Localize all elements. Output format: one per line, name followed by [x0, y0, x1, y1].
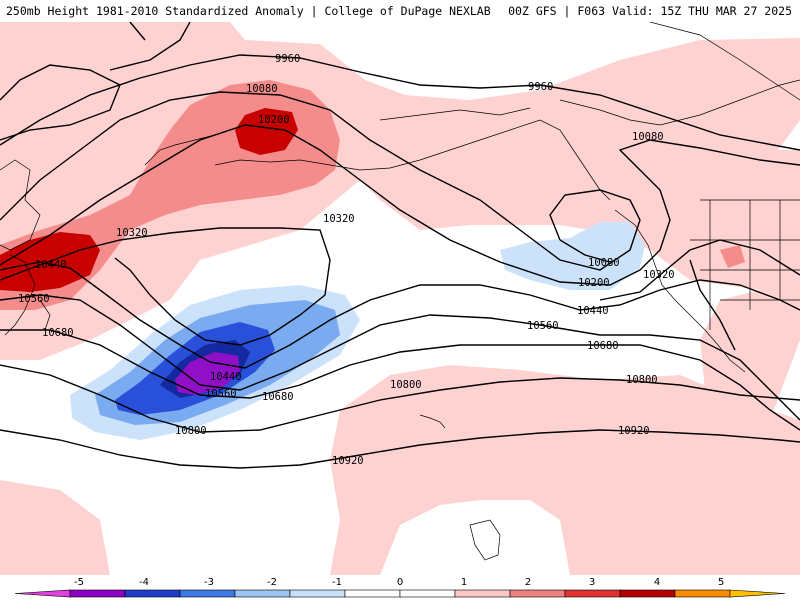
state-borders: [690, 199, 800, 330]
colorbar-cell: [289, 589, 346, 598]
colorbar-cell: [399, 589, 456, 598]
label-9960-west: 9960: [275, 53, 300, 65]
tick-zero: 0: [397, 577, 403, 588]
label-10320-mid: 10320: [323, 213, 355, 225]
label-10080-low: 10080: [588, 257, 620, 269]
colorbar-cell: [179, 589, 236, 598]
tick-minus-5: -5: [74, 577, 84, 588]
height-contours: [0, 22, 800, 469]
contour-10320-east: [599, 239, 800, 301]
header-bar: 250mb Height 1981-2010 Standardized Anom…: [0, 0, 800, 22]
label-10800-center: 10800: [390, 379, 422, 391]
colorbar-cell: [674, 589, 731, 598]
label-10920-center: 10920: [332, 455, 364, 467]
tick-plus-3: 3: [589, 577, 595, 588]
label-10320-east: 10320: [643, 269, 675, 281]
contour-10080-tail: [559, 239, 611, 263]
tick-minus-3: -3: [204, 577, 214, 588]
coastline-asia: [0, 159, 41, 251]
colorbar-legend: -5 -4 -3 -2 -1 0 1 2 3 4 5: [0, 575, 800, 600]
anomaly-negative-5: [175, 352, 240, 395]
label-10200-east: 10200: [578, 277, 610, 289]
contour-edge: [129, 22, 146, 41]
coastline-canada-north: [649, 22, 800, 101]
contour-10800: [0, 364, 800, 433]
label-10920-east: 10920: [618, 425, 650, 437]
coastline-arctic: [379, 79, 800, 126]
colorbar-cells: [14, 589, 786, 598]
anomaly-map: 9960 9960 10080 10080 10080 10200 10200 …: [0, 22, 800, 575]
label-10080-east: 10080: [632, 131, 664, 143]
tick-plus-2: 2: [525, 577, 531, 588]
coastline-aleutians-alaska: [214, 119, 611, 201]
contour-10200: [0, 124, 800, 286]
contour-10320-west-tail: [114, 257, 151, 296]
contour-10680: [0, 329, 800, 431]
coastline-west-us: [614, 209, 746, 373]
label-10440-mid: 10440: [210, 371, 242, 383]
label-9960-east: 9960: [528, 81, 553, 93]
label-10320-west: 10320: [116, 227, 148, 239]
contour-9960-northwest: [109, 22, 191, 71]
coastline-japan: [4, 254, 51, 336]
label-10680-west: 10680: [42, 327, 74, 339]
model-valid-time: 00Z GFS | F063 Valid: 15Z THU MAR 27 202…: [508, 4, 792, 18]
label-10440-east: 10440: [577, 305, 609, 317]
contour-10440: [0, 261, 800, 369]
label-10560-west: 10560: [18, 293, 50, 305]
coastline-kamchatka: [144, 134, 216, 166]
tick-minus-1: -1: [332, 577, 342, 588]
tick-minus-4: -4: [139, 577, 149, 588]
coastlines: [0, 22, 800, 561]
colorbar-cell: [234, 589, 291, 598]
colorbar-cell: [509, 589, 566, 598]
contour-labels: 9960 9960 10080 10080 10080 10200 10200 …: [18, 53, 675, 467]
colorbar-cell: [619, 589, 676, 598]
coastline-lake: [469, 519, 501, 561]
contour-10920: [0, 429, 800, 469]
contour-9960: [0, 54, 800, 151]
colorbar-cell: [454, 589, 511, 598]
contour-10320-west: [0, 227, 331, 346]
coastline-hawaii: [419, 414, 446, 429]
label-10680-east: 10680: [587, 340, 619, 352]
anomaly-positive-3: [0, 108, 298, 292]
colorbar-cell: [69, 589, 126, 598]
label-10440-west: 10440: [35, 259, 67, 271]
label-10560-mid: 10560: [205, 388, 237, 400]
colorbar-cell: [729, 589, 786, 598]
tick-plus-4: 4: [654, 577, 660, 588]
tick-minus-2: -2: [267, 577, 277, 588]
map-title: 250mb Height 1981-2010 Standardized Anom…: [6, 4, 491, 18]
label-10800-east: 10800: [626, 374, 658, 386]
contour-10080-low: [0, 91, 641, 271]
label-10680-mid: 10680: [262, 391, 294, 403]
tick-plus-5: 5: [718, 577, 724, 588]
colorbar-cell: [344, 589, 401, 598]
colorbar-tick-labels: -5 -4 -3 -2 -1 0 1 2 3 4 5: [74, 577, 724, 588]
contour-10560: [0, 294, 800, 421]
label-10200-west: 10200: [258, 114, 290, 126]
colorbar-cell: [564, 589, 621, 598]
colorbar-cell: [124, 589, 181, 598]
label-10080-west: 10080: [246, 83, 278, 95]
tick-plus-1: 1: [461, 577, 467, 588]
contour-10320-coast: [689, 259, 736, 351]
label-10560-east: 10560: [527, 320, 559, 332]
label-10800-mid: 10800: [175, 425, 207, 437]
